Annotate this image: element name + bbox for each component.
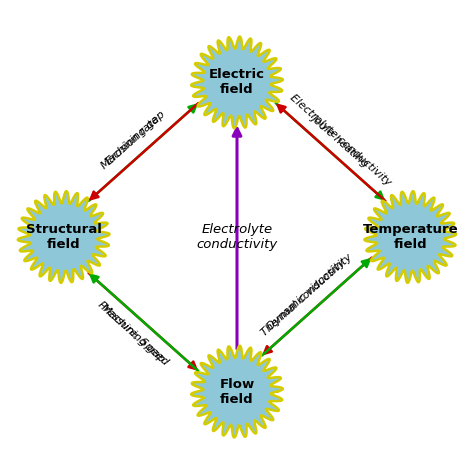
Text: Temperature
field: Temperature field	[363, 223, 458, 251]
Text: Erosion rate: Erosion rate	[105, 114, 162, 166]
Text: Joule heating: Joule heating	[310, 112, 371, 168]
Text: Machining gap: Machining gap	[100, 109, 167, 172]
Text: Flow
field: Flow field	[219, 378, 255, 406]
Polygon shape	[365, 191, 456, 283]
Text: Machining gap: Machining gap	[100, 302, 167, 365]
Polygon shape	[18, 191, 109, 283]
Text: Electrolyte conductivity: Electrolyte conductivity	[288, 93, 393, 188]
Text: Pressure, Speed: Pressure, Speed	[96, 300, 170, 367]
Polygon shape	[191, 36, 283, 128]
Text: Electrolyte
conductivity: Electrolyte conductivity	[196, 223, 278, 251]
Text: Dynamic viscosity: Dynamic viscosity	[265, 258, 347, 332]
Text: Thermal conductivity: Thermal conductivity	[259, 252, 354, 338]
Text: Electric
field: Electric field	[209, 68, 265, 96]
Text: Structural
field: Structural field	[26, 223, 101, 251]
Polygon shape	[191, 346, 283, 438]
